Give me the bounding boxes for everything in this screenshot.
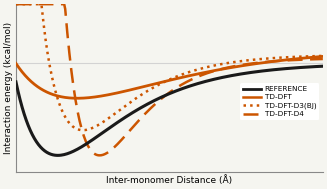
Legend: REFERENCE, TD-DFT, TD-DFT-D3(BJ), TD-DFT-D4: REFERENCE, TD-DFT, TD-DFT-D3(BJ), TD-DFT… — [240, 83, 319, 120]
TD-DFT-D3(BJ) — [198, 68, 202, 70]
REFERENCE — [321, 65, 325, 67]
REFERENCE — [203, 81, 207, 83]
TD-DFT-D4 — [274, 60, 278, 62]
TD-DFT — [14, 62, 18, 65]
TD-DFT-D3(BJ) — [321, 55, 325, 57]
TD-DFT-D4 — [98, 154, 102, 156]
TD-DFT-D4 — [14, 3, 18, 5]
Line: TD-DFT: TD-DFT — [16, 56, 323, 98]
TD-DFT — [76, 97, 79, 99]
TD-DFT-D4 — [198, 75, 202, 77]
TD-DFT — [15, 64, 19, 66]
REFERENCE — [198, 82, 202, 84]
TD-DFT-D4 — [293, 59, 297, 61]
TD-DFT-D3(BJ) — [197, 68, 200, 70]
TD-DFT — [321, 55, 325, 57]
REFERENCE — [14, 81, 18, 83]
TD-DFT-D3(BJ) — [274, 57, 278, 59]
REFERENCE — [293, 67, 297, 69]
TD-DFT-D3(BJ) — [14, 3, 18, 5]
Line: TD-DFT-D3(BJ): TD-DFT-D3(BJ) — [16, 4, 323, 130]
REFERENCE — [274, 68, 278, 71]
TD-DFT-D4 — [321, 58, 325, 60]
TD-DFT-D4 — [197, 75, 200, 77]
REFERENCE — [15, 85, 19, 88]
TD-DFT — [197, 73, 200, 75]
TD-DFT-D3(BJ) — [203, 67, 207, 69]
TD-DFT — [198, 72, 202, 75]
TD-DFT — [293, 58, 297, 60]
Y-axis label: Interaction energy (kcal/mol): Interaction energy (kcal/mol) — [4, 22, 13, 154]
TD-DFT-D4 — [203, 73, 207, 75]
TD-DFT-D3(BJ) — [81, 129, 85, 131]
Line: TD-DFT-D4: TD-DFT-D4 — [16, 4, 323, 155]
REFERENCE — [56, 154, 60, 156]
TD-DFT-D3(BJ) — [293, 56, 297, 58]
X-axis label: Inter-monomer Distance (Å): Inter-monomer Distance (Å) — [106, 175, 232, 185]
TD-DFT — [274, 60, 278, 62]
TD-DFT-D3(BJ) — [15, 3, 19, 5]
REFERENCE — [197, 82, 200, 84]
Line: REFERENCE: REFERENCE — [16, 66, 323, 155]
TD-DFT-D4 — [15, 3, 19, 5]
TD-DFT — [203, 71, 207, 74]
